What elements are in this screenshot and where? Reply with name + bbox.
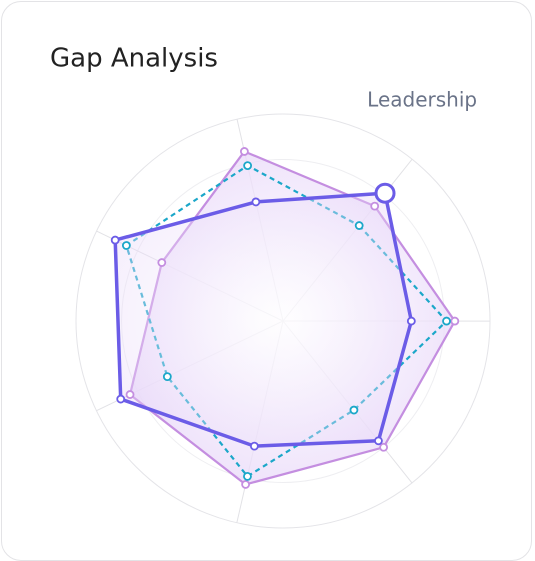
point	[380, 444, 387, 451]
series-area	[115, 193, 411, 446]
point	[242, 481, 249, 488]
point	[123, 242, 130, 249]
point	[112, 237, 119, 244]
point	[451, 318, 458, 325]
chart-title: Gap Analysis	[50, 44, 218, 74]
point	[408, 318, 415, 325]
point	[252, 198, 259, 205]
point	[443, 318, 450, 325]
point	[241, 148, 248, 155]
point	[158, 259, 165, 266]
point	[356, 222, 363, 229]
point	[251, 443, 258, 450]
point	[350, 407, 357, 414]
point	[371, 203, 378, 210]
point	[244, 162, 251, 169]
highlight-point	[376, 184, 394, 202]
chart: Gap Analysis Leadership	[0, 0, 535, 541]
point	[244, 473, 251, 480]
point	[375, 437, 382, 444]
point	[127, 391, 134, 398]
point	[164, 373, 171, 380]
point	[117, 396, 124, 403]
axis-label: Leadership	[367, 88, 477, 112]
